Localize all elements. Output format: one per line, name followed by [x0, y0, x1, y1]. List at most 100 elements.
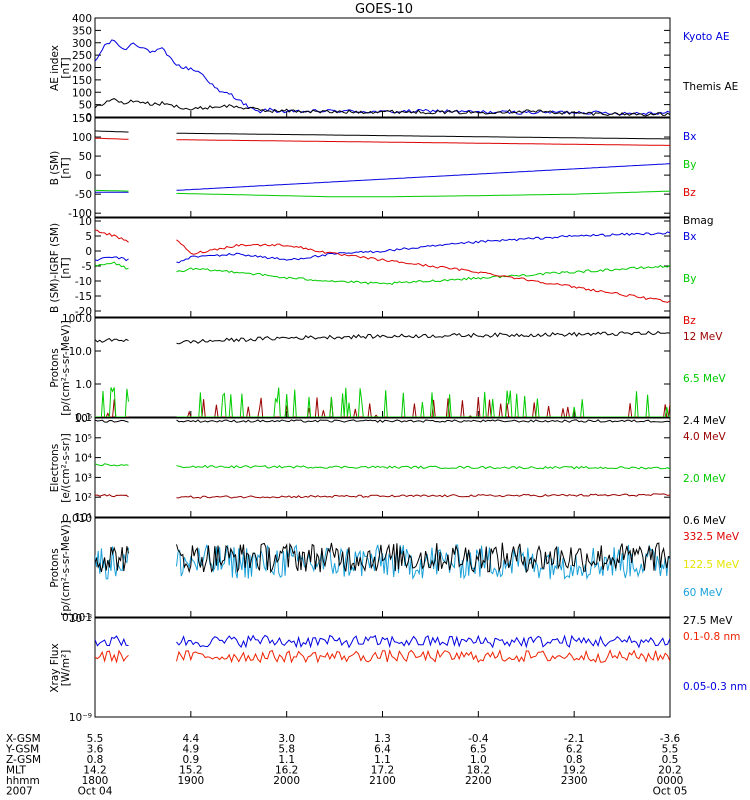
series-0-05-0-3-nm — [95, 634, 670, 649]
y-tick-label: 150 — [72, 113, 92, 125]
x-axis-table: X-GSMY-GSMZ-GSMMLThhmm20075.53.60.814.21… — [5, 733, 687, 798]
x-axis-value: 4.9 — [182, 744, 199, 756]
x-axis-value: 5.5 — [662, 744, 679, 756]
x-axis-value: 3.6 — [87, 744, 104, 756]
y-axis-label: [p/(cm²-s-sr-MeV)] — [60, 520, 72, 615]
series-themis-ae — [95, 98, 670, 117]
y-tick-label: 0 — [85, 112, 92, 124]
x-axis-value: 2000 — [273, 775, 300, 787]
series-line — [95, 542, 670, 574]
series-12-mev — [95, 397, 670, 417]
y-tick-label: -15 — [75, 291, 92, 303]
y-tick-label: 10⁶ — [74, 413, 92, 425]
x-axis-value: 1800 — [82, 775, 109, 787]
y-axis-label: [p/(cm²-s-sr-MeV)] — [60, 320, 72, 415]
legend-label: By — [683, 159, 696, 171]
y-axis-label: B (SM)-IGRF (SM) — [49, 223, 61, 313]
y-axis-label: B (SM) — [49, 151, 61, 185]
y-tick-label: 1.0 — [75, 379, 92, 391]
y-tick-label: 10⁻⁸ — [69, 613, 92, 625]
series-line — [95, 634, 670, 649]
x-axis-value: 0.5 — [662, 754, 679, 766]
series-by — [95, 261, 670, 285]
y-tick-label: 350 — [72, 25, 92, 37]
series-line — [95, 130, 670, 140]
x-axis-value: 15.2 — [179, 765, 202, 777]
x-row-label: hhmm — [6, 775, 40, 787]
x-axis-value: 0.8 — [87, 754, 104, 766]
series-line — [95, 229, 670, 303]
series-bx — [95, 163, 670, 193]
x-row-label: Y-GSM — [5, 744, 39, 756]
series-line — [95, 397, 670, 417]
x-axis-value: 1900 — [177, 775, 204, 787]
y-tick-label: -100 — [68, 208, 92, 220]
x-axis-value: 5.5 — [87, 733, 104, 745]
legend-label: Bx — [683, 231, 696, 243]
y-tick-label: 0 — [85, 170, 92, 182]
panel-frame — [94, 217, 671, 318]
x-axis-value: 1.3 — [374, 733, 391, 745]
x-axis-value: 14.2 — [83, 765, 106, 777]
series-line — [95, 493, 670, 499]
legend-label: 60 MeV — [683, 587, 723, 599]
x-axis-value: -2.1 — [564, 733, 585, 745]
series-line — [95, 189, 670, 198]
series-2-0-mev — [95, 463, 670, 470]
y-tick-label: 10 — [79, 216, 92, 228]
y-tick-label: 150 — [72, 75, 92, 87]
series-4-0-mev — [95, 493, 670, 499]
y-tick-label: 0.010 — [62, 513, 92, 525]
x-axis-value: Oct 05 — [653, 786, 688, 798]
legend-label: 12 MeV — [683, 331, 723, 343]
series-line — [95, 98, 670, 117]
y-tick-label: 100 — [72, 132, 92, 144]
x-axis-value: -0.4 — [468, 733, 489, 745]
x-axis-value: 2100 — [369, 775, 396, 787]
series-line — [95, 231, 670, 264]
legend-label: Bz — [683, 315, 696, 327]
legend-label: 0.1-0.8 nm — [683, 631, 740, 643]
series-0-1-0-8-nm — [95, 648, 670, 664]
series-2-4-mev — [95, 330, 670, 345]
y-axis-label: AE index — [49, 45, 61, 91]
x-axis-value: 6.2 — [566, 744, 583, 756]
legend-label: 2.4 MeV — [683, 415, 727, 427]
x-axis-value: 5.8 — [278, 744, 295, 756]
panel-5: 10¹ 10² 10³ 10⁴ 10⁵ 10⁶ Electrons [e/(cm²-s-sr)… — [49, 413, 727, 527]
y-axis-label: [nT] — [60, 57, 72, 78]
legend-label: Themis AE — [682, 81, 738, 93]
y-tick-label: -50 — [75, 189, 92, 201]
y-axis-label: [nT] — [60, 157, 72, 178]
series-line — [95, 39, 670, 116]
series-6-5-mev — [95, 387, 670, 417]
y-tick-label: 10⁻⁹ — [69, 712, 92, 724]
panel-4: 0.1 1.0 10.0 100.0 Protons [p/(cm²-s-sr-MeV)]… — [49, 313, 727, 427]
series-line — [95, 544, 670, 581]
y-tick-label: 10⁵ — [74, 433, 92, 445]
y-tick-label: -20 — [75, 306, 92, 318]
x-axis-value: 19.2 — [562, 765, 585, 777]
x-axis-value: 4.4 — [182, 733, 199, 745]
y-axis-label: Protons — [49, 348, 61, 387]
legend-label: By — [683, 273, 696, 285]
panel-frame — [94, 317, 671, 418]
legend-label: Bmag — [683, 215, 714, 227]
x-axis-value: 0.9 — [182, 754, 199, 766]
x-axis-value: 0.8 — [566, 754, 583, 766]
y-tick-label: 10.0 — [69, 346, 92, 358]
series-by — [95, 189, 670, 198]
x-row-label: Z-GSM — [6, 754, 41, 766]
panel-6: 0.001 0.010 Protons [p/(cm²-s-sr-MeV)] 332.5… — [49, 513, 740, 627]
series-bz — [95, 137, 670, 146]
series-27-5-mev — [95, 542, 670, 574]
x-axis-value: 16.2 — [275, 765, 298, 777]
y-axis-label: [W/m²] — [60, 650, 72, 687]
y-tick-label: 100.0 — [62, 313, 92, 325]
panel-3: -20 -15 -10 -5 0 5 10 B (SM)-IGRF (SM) [nT] Bx By B… — [49, 216, 696, 327]
y-axis-label: Electrons — [49, 444, 61, 493]
panel-7: 10⁻⁹ 10⁻⁸ Xray Flux [W/m²] 0.1-0.8 nm 0.05-0.… — [49, 613, 747, 724]
x-axis-value: 2200 — [465, 775, 492, 787]
